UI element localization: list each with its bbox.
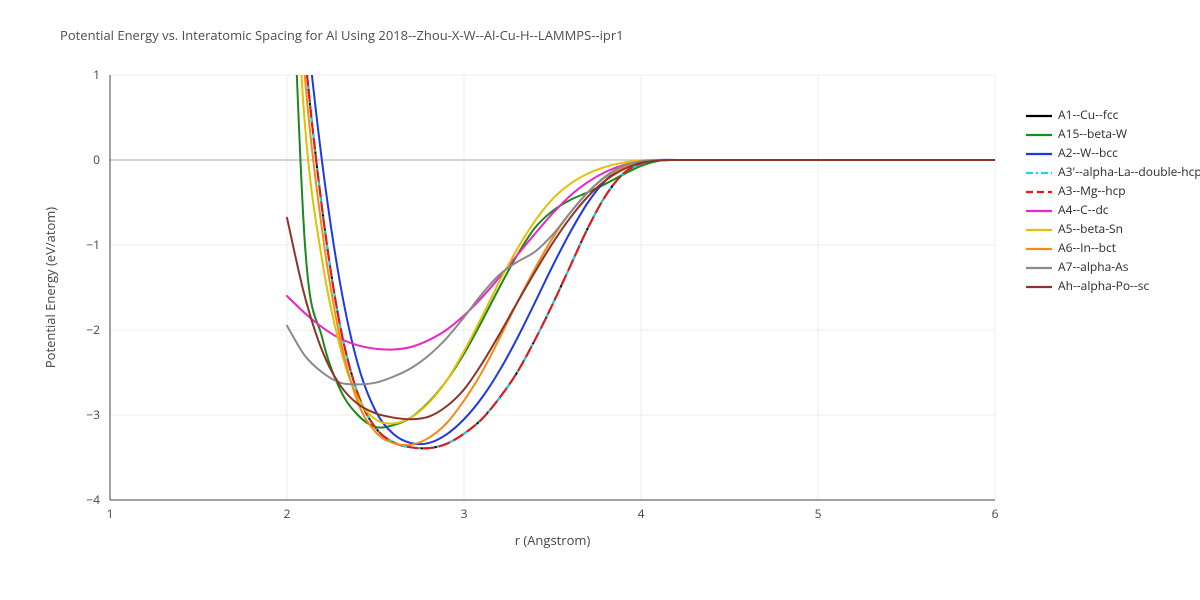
y-tick-label: 0 (93, 151, 100, 168)
legend-label: A1--Cu--fcc (1058, 106, 1118, 123)
plot-area[interactable]: 123456−4−3−2−101r (Angstrom)Potential En… (0, 0, 1200, 600)
legend-swatch-icon (1025, 204, 1053, 216)
legend[interactable]: A1--Cu--fcc A15--beta-W A2--W--bcc A3'--alp… (1025, 105, 1200, 295)
legend-label: Ah--alpha-Po--sc (1058, 277, 1149, 294)
legend-swatch-icon (1025, 242, 1053, 254)
legend-label: A5--beta-Sn (1058, 220, 1123, 237)
legend-item-3[interactable]: A3'--alpha-La--double-hcp (1025, 162, 1200, 181)
y-tick-label: −2 (86, 321, 100, 338)
x-tick-label: 5 (815, 505, 822, 522)
legend-label: A7--alpha-As (1058, 258, 1128, 275)
x-tick-label: 1 (107, 505, 114, 522)
legend-swatch-icon (1025, 128, 1053, 140)
legend-swatch-icon (1025, 147, 1053, 159)
legend-item-9[interactable]: Ah--alpha-Po--sc (1025, 276, 1200, 295)
legend-item-1[interactable]: A15--beta-W (1025, 124, 1200, 143)
legend-swatch-icon (1025, 185, 1053, 197)
y-tick-label: −3 (86, 406, 100, 423)
legend-item-2[interactable]: A2--W--bcc (1025, 143, 1200, 162)
chart-root: Potential Energy vs. Interatomic Spacing… (0, 0, 1200, 600)
legend-label: A2--W--bcc (1058, 144, 1118, 161)
legend-item-8[interactable]: A7--alpha-As (1025, 257, 1200, 276)
x-tick-label: 2 (284, 505, 291, 522)
legend-label: A15--beta-W (1058, 125, 1127, 142)
y-tick-label: −4 (86, 491, 100, 508)
legend-swatch-icon (1025, 280, 1053, 292)
legend-label: A3--Mg--hcp (1058, 182, 1126, 199)
legend-label: A6--In--bct (1058, 239, 1116, 256)
x-tick-label: 6 (992, 505, 999, 522)
x-tick-label: 4 (638, 505, 645, 522)
y-axis-title: Potential Energy (eV/atom) (41, 207, 59, 368)
y-tick-label: 1 (93, 66, 100, 83)
legend-item-5[interactable]: A4--C--dc (1025, 200, 1200, 219)
legend-item-4[interactable]: A3--Mg--hcp (1025, 181, 1200, 200)
legend-item-7[interactable]: A6--In--bct (1025, 238, 1200, 257)
legend-swatch-icon (1025, 109, 1053, 121)
legend-label: A4--C--dc (1058, 201, 1109, 218)
legend-item-0[interactable]: A1--Cu--fcc (1025, 105, 1200, 124)
legend-label: A3'--alpha-La--double-hcp (1058, 163, 1200, 180)
y-tick-label: −1 (86, 236, 100, 253)
legend-swatch-icon (1025, 261, 1053, 273)
legend-swatch-icon (1025, 166, 1053, 178)
legend-item-6[interactable]: A5--beta-Sn (1025, 219, 1200, 238)
x-tick-label: 3 (461, 505, 468, 522)
legend-swatch-icon (1025, 223, 1053, 235)
x-axis-title: r (Angstrom) (515, 531, 591, 549)
